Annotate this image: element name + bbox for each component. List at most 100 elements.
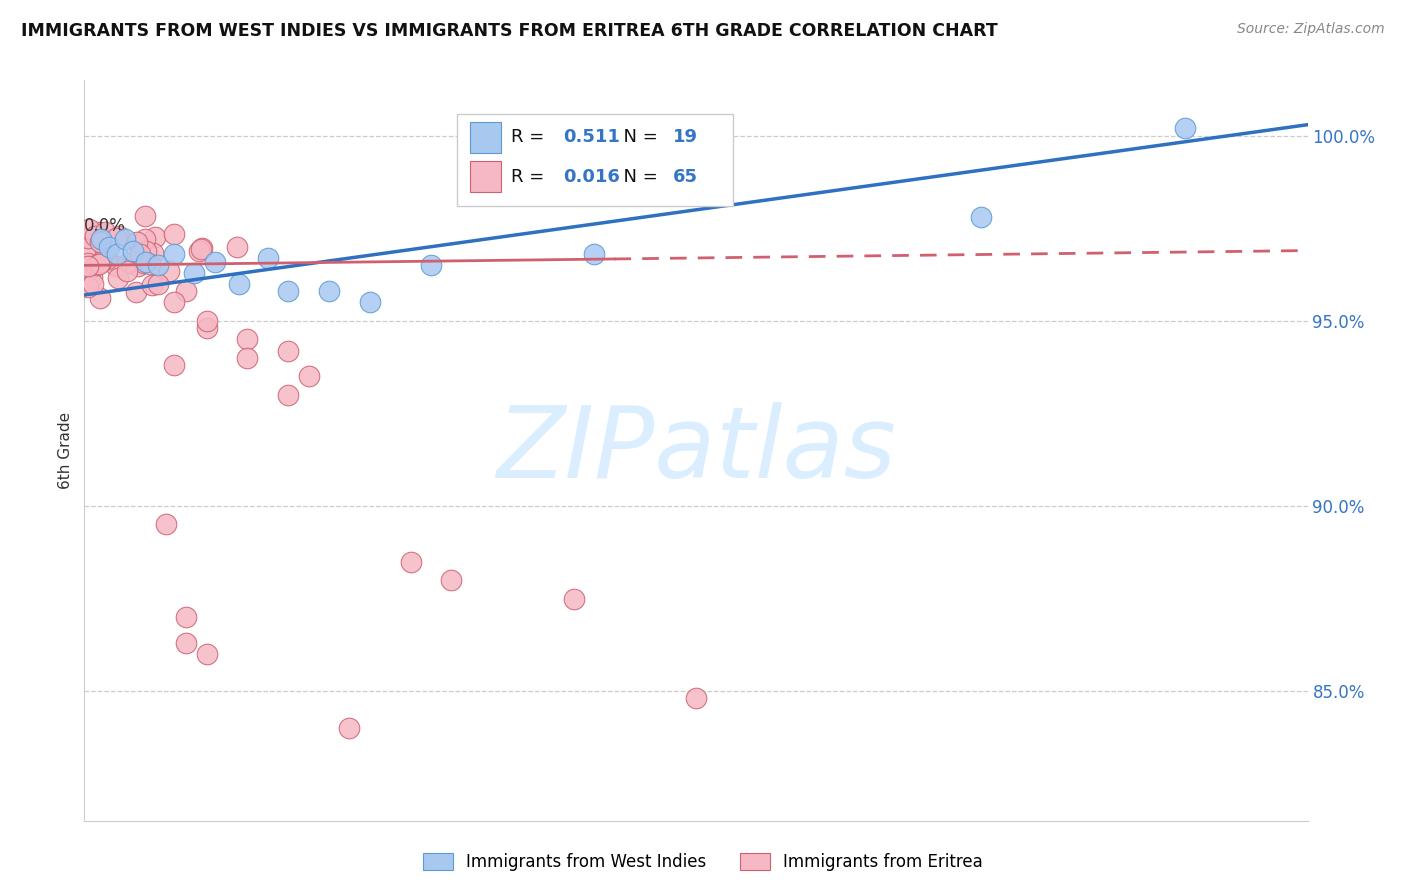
Point bbox=[685, 691, 707, 706]
Point bbox=[163, 247, 186, 261]
Point bbox=[87, 257, 110, 271]
Legend: Immigrants from West Indies, Immigrants from Eritrea: Immigrants from West Indies, Immigrants … bbox=[415, 845, 991, 880]
Text: Source: ZipAtlas.com: Source: ZipAtlas.com bbox=[1237, 22, 1385, 37]
Point bbox=[163, 295, 186, 310]
Point bbox=[399, 554, 422, 568]
Point bbox=[298, 369, 321, 384]
Point bbox=[163, 227, 186, 241]
Point bbox=[124, 285, 146, 299]
Point bbox=[183, 266, 205, 280]
Point bbox=[104, 231, 127, 245]
Point bbox=[420, 258, 443, 272]
Point bbox=[122, 244, 145, 258]
Point bbox=[77, 231, 100, 245]
Point bbox=[97, 240, 120, 254]
Point bbox=[141, 278, 163, 293]
Text: N =: N = bbox=[612, 128, 664, 146]
Point bbox=[163, 359, 186, 373]
Point bbox=[94, 225, 117, 239]
Point bbox=[108, 229, 131, 244]
Point bbox=[583, 247, 606, 261]
Point bbox=[135, 254, 157, 268]
Point bbox=[135, 244, 157, 258]
Point bbox=[142, 245, 165, 260]
Point bbox=[128, 247, 150, 261]
Point bbox=[204, 254, 226, 268]
Text: 19: 19 bbox=[672, 128, 697, 146]
Point bbox=[134, 232, 156, 246]
Point bbox=[89, 235, 111, 250]
Y-axis label: 6th Grade: 6th Grade bbox=[58, 412, 73, 489]
Point bbox=[145, 229, 167, 244]
Point bbox=[138, 257, 160, 271]
Text: 0.511: 0.511 bbox=[562, 128, 620, 146]
Point bbox=[195, 647, 218, 661]
Point bbox=[105, 259, 128, 273]
Point bbox=[236, 332, 259, 346]
Point bbox=[77, 255, 100, 269]
Point bbox=[127, 235, 149, 249]
Point bbox=[96, 252, 118, 267]
Point bbox=[82, 277, 104, 291]
Point bbox=[190, 242, 212, 256]
Point bbox=[117, 264, 139, 278]
Point bbox=[174, 610, 197, 624]
Point bbox=[359, 295, 381, 310]
Point bbox=[277, 285, 299, 299]
Point bbox=[80, 269, 103, 284]
Point bbox=[90, 232, 112, 246]
Point bbox=[107, 271, 129, 285]
Point bbox=[96, 243, 118, 257]
Point bbox=[195, 314, 218, 328]
Point bbox=[134, 256, 156, 270]
Point bbox=[191, 241, 214, 255]
Text: N =: N = bbox=[612, 168, 664, 186]
Point bbox=[157, 264, 180, 278]
Point bbox=[226, 240, 249, 254]
Point bbox=[105, 247, 128, 261]
Text: 0.016: 0.016 bbox=[562, 168, 620, 186]
Point bbox=[970, 211, 993, 225]
Text: IMMIGRANTS FROM WEST INDIES VS IMMIGRANTS FROM ERITREA 6TH GRADE CORRELATION CHA: IMMIGRANTS FROM WEST INDIES VS IMMIGRANT… bbox=[21, 22, 998, 40]
Point bbox=[228, 277, 250, 291]
Text: R =: R = bbox=[512, 168, 550, 186]
Point bbox=[87, 225, 110, 239]
Point bbox=[91, 254, 114, 268]
Point bbox=[77, 242, 100, 256]
Point bbox=[117, 256, 139, 270]
Point bbox=[174, 636, 197, 650]
Point bbox=[155, 517, 177, 532]
Text: 65: 65 bbox=[672, 168, 697, 186]
FancyBboxPatch shape bbox=[457, 113, 733, 206]
Point bbox=[174, 285, 197, 299]
Point bbox=[134, 209, 156, 223]
Point bbox=[77, 280, 100, 294]
Point bbox=[84, 228, 107, 243]
Point bbox=[318, 285, 340, 299]
Point bbox=[236, 351, 259, 365]
Point bbox=[77, 260, 100, 274]
Point bbox=[1174, 121, 1197, 136]
Point bbox=[93, 243, 115, 257]
Point bbox=[187, 244, 209, 259]
FancyBboxPatch shape bbox=[470, 161, 502, 192]
Point bbox=[339, 721, 361, 735]
FancyBboxPatch shape bbox=[470, 121, 502, 153]
Text: R =: R = bbox=[512, 128, 550, 146]
Point bbox=[89, 291, 111, 305]
Point bbox=[77, 222, 100, 236]
Point bbox=[257, 251, 280, 265]
Point bbox=[195, 321, 218, 335]
Point bbox=[114, 232, 136, 246]
Point bbox=[277, 388, 299, 402]
Point bbox=[90, 255, 112, 269]
Point bbox=[146, 277, 169, 291]
Text: ZIPatlas: ZIPatlas bbox=[496, 402, 896, 499]
Point bbox=[84, 258, 107, 272]
Point bbox=[127, 260, 149, 274]
Text: 0.0%: 0.0% bbox=[84, 218, 127, 235]
Point bbox=[93, 235, 115, 249]
Point bbox=[440, 573, 463, 587]
Point bbox=[562, 591, 585, 606]
Point bbox=[277, 343, 299, 358]
